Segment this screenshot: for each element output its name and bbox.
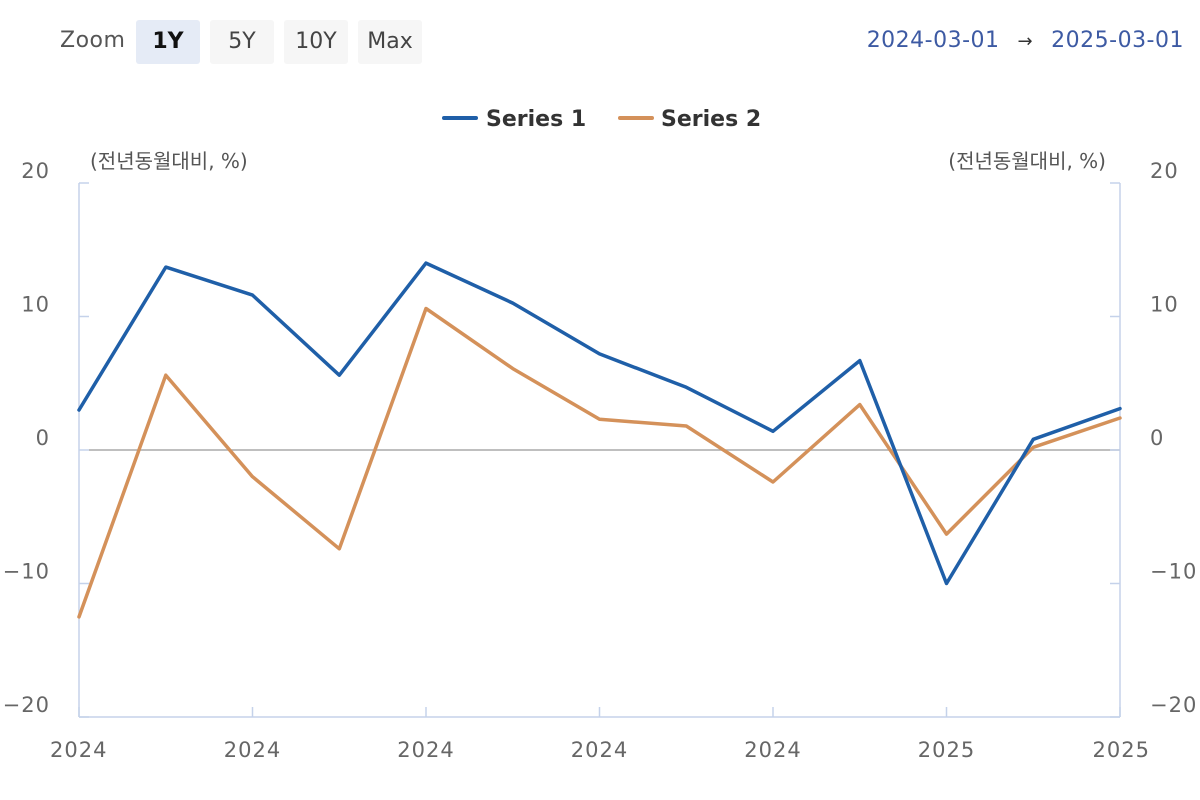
left-axis-title: (전년동월대비, %) [90, 149, 248, 173]
left-y-tick-label: −10 [3, 560, 50, 584]
legend[interactable]: Series 1 Series 2 [442, 107, 761, 132]
series-1-line[interactable] [77, 261, 1122, 586]
toolbar: Zoom 1Y 5Y 10Y Max 2024-03-01 → 2025-03-01 [0, 0, 1200, 84]
line-chart: Series 1 Series 2 (전년동월대비, %) (전년동월대비, %… [3, 107, 1197, 762]
x-tick-label: 2024 [744, 738, 801, 762]
plot-area [77, 261, 1122, 619]
x-tick-label: 2025 [1093, 738, 1150, 762]
axes: −20 −20 −10 −10 0 0 10 10 20 20 2024 2024 2024 2024 20… [3, 159, 1197, 762]
range-arrow-icon: → [1017, 31, 1034, 52]
date-range: 2024-03-01 → 2025-03-01 [867, 28, 1184, 53]
right-axis-title: (전년동월대비, %) [948, 149, 1106, 173]
range-end-input[interactable]: 2025-03-01 [1051, 28, 1184, 53]
right-y-tick-label: 0 [1150, 426, 1164, 450]
x-tick-label: 2024 [50, 738, 107, 762]
left-y-tick-label: −20 [3, 693, 50, 717]
x-tick-label: 2024 [397, 738, 454, 762]
left-y-tick-label: 20 [21, 159, 50, 183]
legend-series-1-label[interactable]: Series 1 [486, 107, 586, 132]
x-tick-label: 2024 [571, 738, 628, 762]
zoom-button-1y[interactable]: 1Y [136, 20, 200, 64]
right-y-tick-label: −20 [1150, 693, 1197, 717]
right-y-tick-label: 20 [1150, 159, 1179, 183]
zoom-label: Zoom [60, 28, 126, 53]
x-tick-label: 2025 [918, 738, 975, 762]
x-tick-label: 2024 [224, 738, 281, 762]
left-y-tick-label: 0 [36, 426, 50, 450]
series-2-line[interactable] [77, 306, 1122, 619]
right-y-tick-label: 10 [1150, 293, 1179, 317]
zoom-button-5y[interactable]: 5Y [210, 20, 274, 64]
zoom-button-10y[interactable]: 10Y [284, 20, 348, 64]
zoom-button-max[interactable]: Max [358, 20, 422, 64]
range-start-input[interactable]: 2024-03-01 [866, 28, 1000, 53]
left-y-tick-label: 10 [21, 293, 50, 317]
legend-series-2-label[interactable]: Series 2 [661, 107, 761, 132]
right-y-tick-label: −10 [1150, 560, 1197, 584]
